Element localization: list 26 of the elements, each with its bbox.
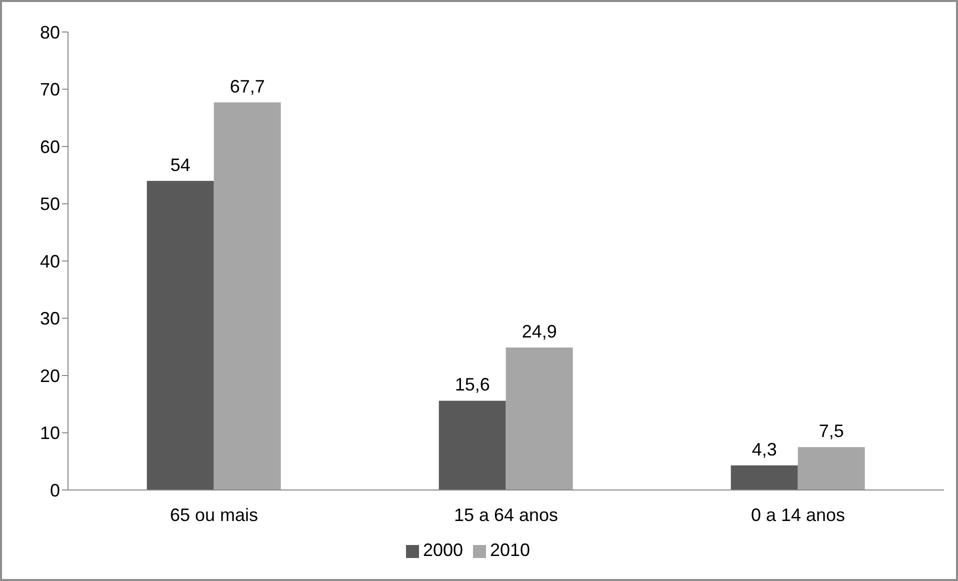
data-label: 4,3 xyxy=(752,439,777,460)
y-tick-label: 0 xyxy=(50,480,60,500)
x-tick-label: 65 ou mais xyxy=(170,504,258,525)
data-label: 7,5 xyxy=(818,421,844,442)
legend-label: 2000 xyxy=(422,540,463,560)
y-tick-label: 70 xyxy=(40,80,60,100)
bar xyxy=(798,447,865,490)
bar xyxy=(730,465,798,490)
bar xyxy=(438,400,506,490)
data-label: 54 xyxy=(170,154,190,175)
y-tick-label: 40 xyxy=(40,251,60,272)
bar xyxy=(146,180,214,490)
x-tick-label: 15 a 64 anos xyxy=(454,504,558,525)
y-tick-label: 10 xyxy=(40,423,60,444)
legend-label: 2010 xyxy=(490,540,530,560)
x-tick-label: 0 a 14 anos xyxy=(750,504,846,525)
y-tick-label: 80 xyxy=(40,22,60,42)
y-tick-label: 60 xyxy=(40,136,60,157)
bar xyxy=(214,102,281,490)
y-tick-label: 20 xyxy=(40,366,60,386)
y-tick-label: 30 xyxy=(40,308,60,329)
data-label: 15,6 xyxy=(454,374,490,395)
bar xyxy=(506,347,573,490)
y-tick-label: 50 xyxy=(40,194,60,214)
data-label: 67,7 xyxy=(230,76,265,96)
data-label: 24,9 xyxy=(522,321,557,342)
